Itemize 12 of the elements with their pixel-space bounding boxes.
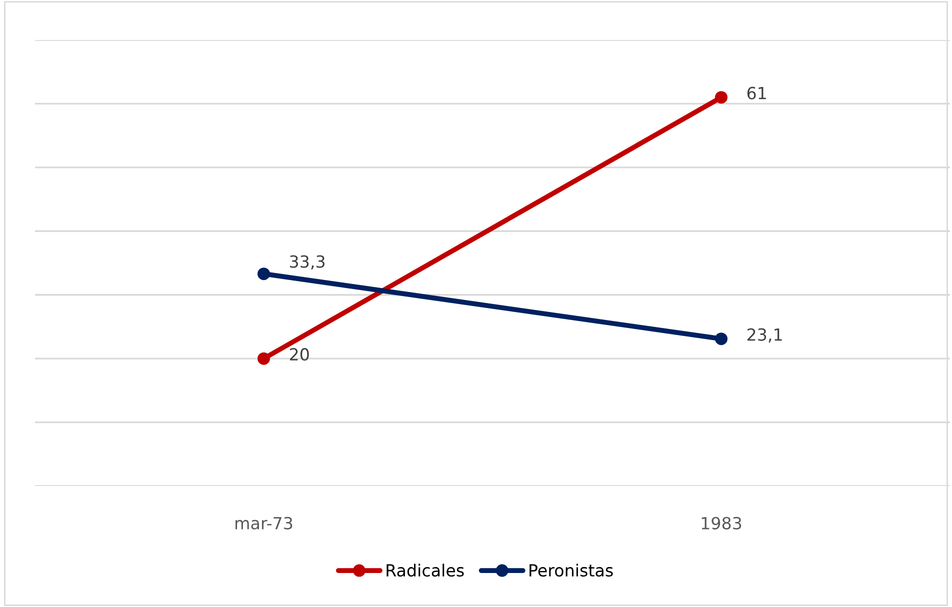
data-label: 23,1 (747, 328, 782, 343)
point (258, 268, 270, 280)
legend-label: Peronistas (530, 564, 613, 577)
point (258, 352, 270, 365)
x-tick-label: 1983 (702, 516, 742, 530)
x-tick-label: mar-73 (236, 516, 292, 530)
legend-label: Radicales (386, 564, 464, 577)
data-label: 20 (290, 348, 309, 361)
data-label: 61 (747, 86, 766, 100)
point (715, 91, 728, 104)
data-label: 33,3 (290, 255, 325, 270)
point (715, 332, 728, 346)
